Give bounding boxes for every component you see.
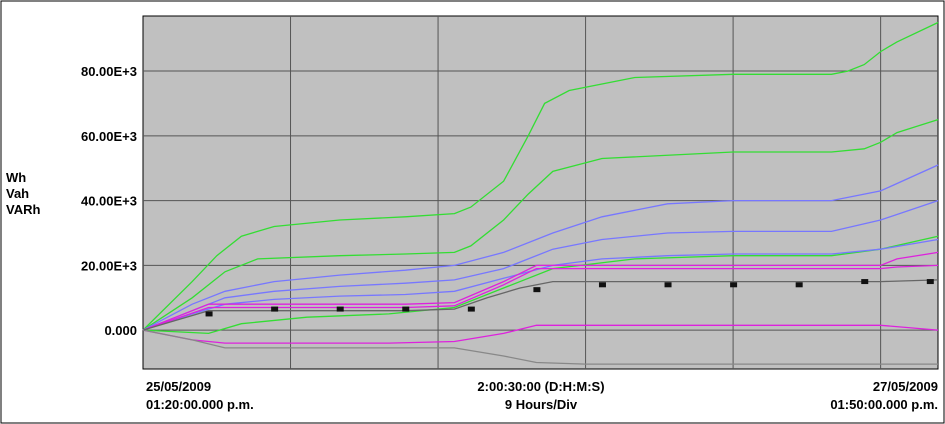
data-marker [271,306,279,312]
y-axis-label-vah: Vah [6,186,29,201]
y-tick-label: 0.000 [104,323,137,338]
series-line-10 [142,329,938,365]
y-tick-label: 40.00E+3 [81,194,137,209]
series-line-7 [142,251,939,331]
plot-area [142,15,939,370]
data-marker [467,306,475,312]
series-line-9 [142,324,939,344]
series-line-5 [142,199,939,331]
series-line-3 [142,235,939,335]
series-line-8 [142,264,939,331]
series-line-11 [142,279,939,331]
x-start-date: 25/05/2009 [146,379,211,394]
series-line-2 [142,118,939,331]
y-tick-labels: 0.000 20.00E+3 40.00E+3 60.00E+3 80.00E+3 [81,64,137,338]
data-marker [664,282,672,288]
y-axis-label-varh: VARh [6,202,40,217]
x-start-time: 01:20:00.000 p.m. [146,397,254,412]
data-marker [336,306,344,312]
data-marker [795,282,803,288]
data-marker [533,287,541,293]
data-marker [598,282,606,288]
series-layer [142,21,939,365]
data-marker [205,311,213,317]
x-div-label: 9 Hours/Div [505,397,578,412]
x-end-date: 27/05/2009 [873,379,938,394]
data-marker [926,279,934,285]
series-line-6 [142,238,939,331]
series-line-1 [142,21,939,331]
marker-layer [205,279,934,317]
series-line-4 [142,164,939,331]
y-tick-label: 20.00E+3 [81,258,137,273]
data-marker [730,282,738,288]
y-tick-label: 80.00E+3 [81,64,137,79]
data-marker [402,306,410,312]
data-marker [861,279,869,285]
x-end-time: 01:50:00.000 p.m. [830,397,938,412]
y-axis-label-wh: Wh [6,170,26,185]
x-span-label: 2:00:30:00 (D:H:M:S) [477,379,604,394]
y-tick-label: 60.00E+3 [81,129,137,144]
